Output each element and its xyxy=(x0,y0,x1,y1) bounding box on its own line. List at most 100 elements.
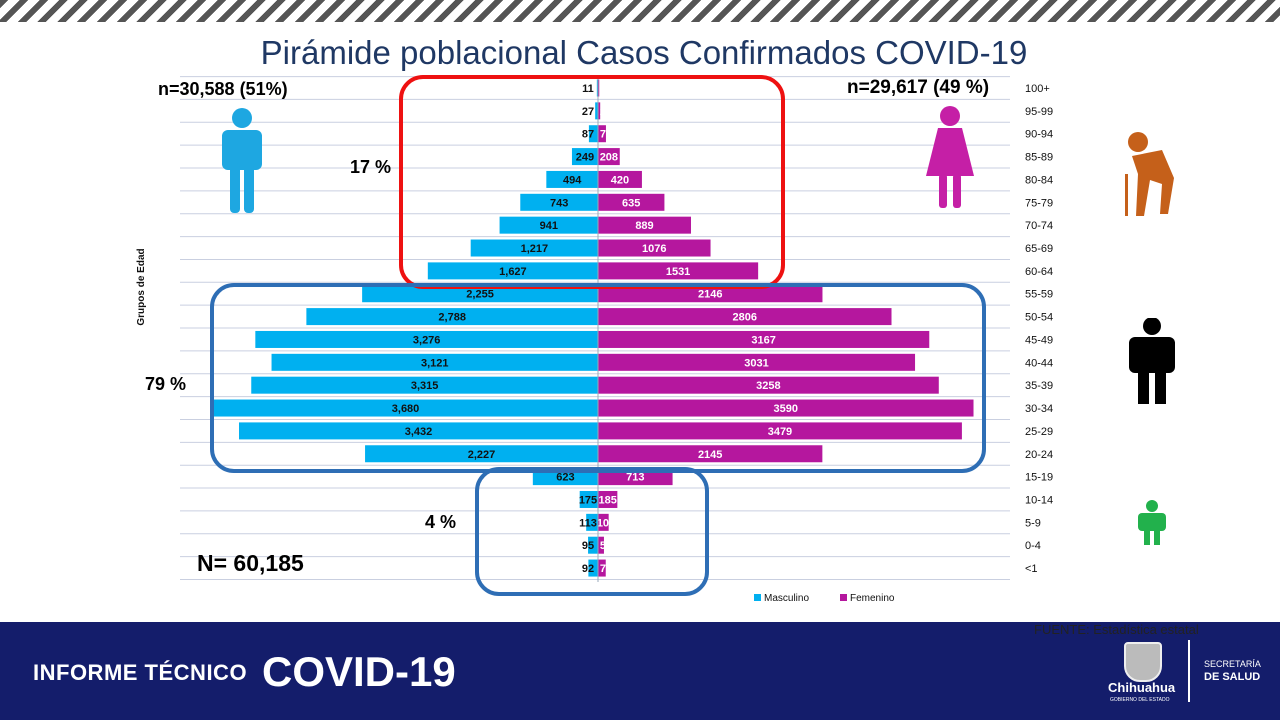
bar-femenino xyxy=(598,490,618,508)
bar-masculino xyxy=(588,125,598,143)
bar-masculino xyxy=(365,445,598,463)
salud-label: DE SALUD xyxy=(1204,671,1261,683)
label-femenino: 3590 xyxy=(774,403,798,415)
old-age-box xyxy=(399,75,785,289)
label-masculino: 1,217 xyxy=(521,243,549,255)
label-masculino: 95 xyxy=(582,540,594,552)
category-label: 60-64 xyxy=(1025,266,1053,278)
bar-femenino xyxy=(598,216,691,234)
category-label: 20-24 xyxy=(1025,449,1053,461)
category-label: 100+ xyxy=(1025,83,1050,95)
footer-banner xyxy=(0,622,1280,720)
label-masculino: 1,627 xyxy=(499,266,527,278)
bar-femenino xyxy=(598,399,974,417)
label-femenino: 57 xyxy=(600,540,612,552)
gov-label: GOBIERNO DEL ESTADO xyxy=(1110,697,1170,703)
label-femenino: 74 xyxy=(600,563,613,575)
category-label: 85-89 xyxy=(1025,152,1053,164)
chart-title: Pirámide poblacional Casos Confirmados C… xyxy=(260,34,1028,71)
category-label: 80-84 xyxy=(1025,174,1053,186)
top-stripes xyxy=(0,0,1280,22)
category-label: 25-29 xyxy=(1025,426,1053,438)
label-femenino: 420 xyxy=(611,174,629,186)
bar-femenino xyxy=(598,148,620,166)
pct-young: 4 % xyxy=(425,512,457,532)
grand-total: N= 60,185 xyxy=(197,550,304,576)
bar-femenino xyxy=(598,445,823,463)
pct-old: 17 % xyxy=(350,157,392,177)
label-femenino: 2145 xyxy=(698,449,722,461)
bar-masculino xyxy=(546,170,598,188)
bar-masculino xyxy=(306,308,598,326)
bar-femenino xyxy=(598,376,939,394)
legend-swatch xyxy=(840,594,847,601)
young-age-box xyxy=(475,467,709,596)
bar-femenino xyxy=(598,193,665,211)
y-axis-label: Grupos de Edad xyxy=(136,248,147,325)
category-label: 35-39 xyxy=(1025,380,1053,392)
legend-label: Femenino xyxy=(850,593,895,604)
label-femenino: 3258 xyxy=(756,380,780,392)
label-masculino: 3,276 xyxy=(413,334,441,346)
label-femenino: 2146 xyxy=(698,289,722,301)
category-label: 55-59 xyxy=(1025,289,1053,301)
label-masculino: 87 xyxy=(582,129,594,141)
label-femenino: 208 xyxy=(600,152,618,164)
label-masculino: 623 xyxy=(556,472,574,484)
population-pyramid: 11 12 100+ 27 21 95-99 87 76 90-94 249 208 85-89 494… xyxy=(136,76,1053,604)
bar-femenino xyxy=(598,513,609,531)
label-femenino: 889 xyxy=(635,220,653,232)
label-masculino: 3,432 xyxy=(405,426,433,438)
label-masculino: 113 xyxy=(579,517,597,529)
adult-icon xyxy=(1129,318,1175,404)
label-femenino: 1076 xyxy=(642,243,666,255)
label-femenino: 713 xyxy=(626,472,644,484)
bar-masculino xyxy=(251,376,598,394)
bar-masculino xyxy=(588,536,598,554)
report-label: INFORME TÉCNICO xyxy=(33,660,248,685)
legend-swatch xyxy=(754,594,761,601)
label-femenino: 185 xyxy=(598,494,616,506)
bar-masculino xyxy=(579,490,598,508)
bar-masculino xyxy=(588,559,598,577)
category-label: 30-34 xyxy=(1025,403,1053,415)
category-label: 75-79 xyxy=(1025,197,1053,209)
label-femenino: 12 xyxy=(600,83,612,95)
female-total: n=29,617 (49 %) xyxy=(847,77,990,98)
bar-masculino xyxy=(520,193,598,211)
category-label: <1 xyxy=(1025,563,1038,575)
bar-femenino xyxy=(598,239,711,257)
bar-masculino xyxy=(271,353,598,371)
male-total: n=30,588 (51%) xyxy=(158,79,288,99)
bar-femenino xyxy=(598,330,930,348)
label-masculino: 2,255 xyxy=(466,289,494,301)
label-femenino: 76 xyxy=(600,129,612,141)
label-masculino: 2,788 xyxy=(438,312,466,324)
category-label: 40-44 xyxy=(1025,357,1053,369)
label-femenino: 3167 xyxy=(751,334,775,346)
bar-femenino xyxy=(598,262,759,280)
man-icon xyxy=(222,108,262,213)
adult-age-box xyxy=(210,283,986,473)
bar-masculino xyxy=(427,262,598,280)
category-label: 15-19 xyxy=(1025,472,1053,484)
child-icon xyxy=(1138,500,1166,545)
label-femenino: 635 xyxy=(622,197,640,209)
bar-femenino xyxy=(598,559,606,577)
pct-adult: 79 % xyxy=(145,374,187,394)
secretaria-label: SECRETARÍA xyxy=(1204,659,1261,669)
label-masculino: 2,227 xyxy=(468,449,496,461)
elderly-icon xyxy=(1125,132,1174,216)
category-label: 5-9 xyxy=(1025,517,1041,529)
bar-masculino xyxy=(499,216,598,234)
bar-femenino xyxy=(598,285,823,303)
label-femenino: 3031 xyxy=(744,357,768,369)
bar-masculino xyxy=(595,102,598,120)
bar-masculino xyxy=(571,148,598,166)
state-shield-logo xyxy=(1124,642,1162,682)
bar-masculino xyxy=(239,422,598,440)
label-masculino: 3,315 xyxy=(411,380,439,392)
bar-femenino xyxy=(598,125,606,143)
category-label: 95-99 xyxy=(1025,106,1053,118)
bar-femenino xyxy=(598,308,892,326)
